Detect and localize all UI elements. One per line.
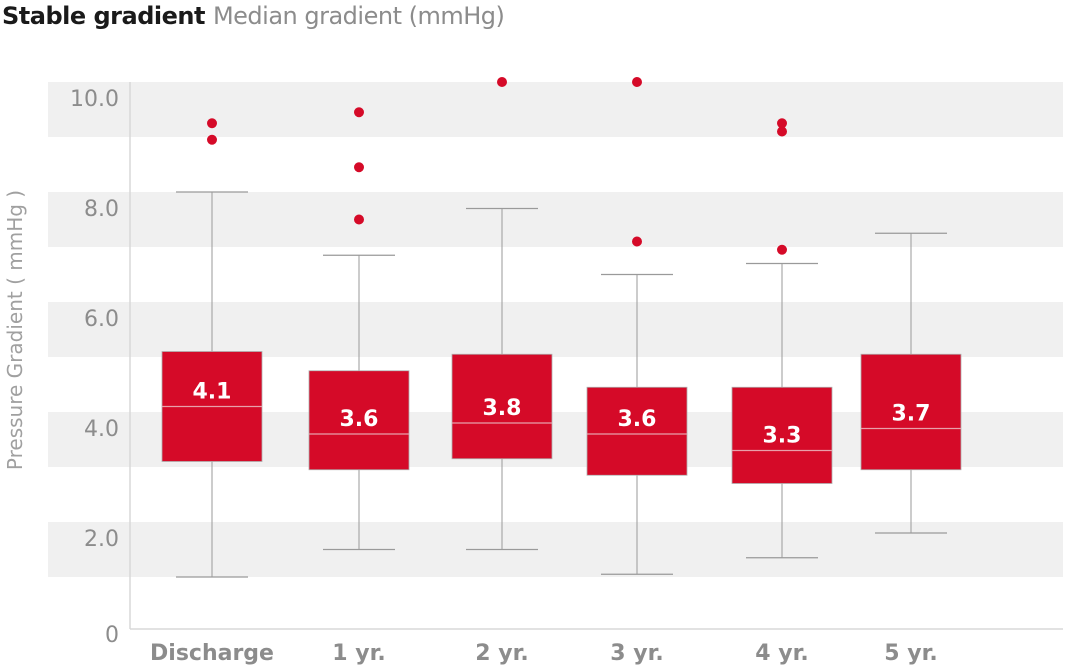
x-tick-label: 1 yr. bbox=[332, 641, 385, 666]
outlier-point bbox=[354, 162, 364, 173]
grid-band bbox=[48, 192, 1063, 247]
box bbox=[731, 386, 833, 484]
y-tick-label: 2.0 bbox=[84, 527, 119, 552]
outlier-point bbox=[777, 118, 787, 129]
grid-band bbox=[48, 522, 1063, 577]
chart-title: Stable gradient bbox=[2, 2, 205, 30]
x-tick-label: 3 yr. bbox=[610, 641, 663, 666]
box bbox=[308, 370, 410, 471]
box bbox=[586, 386, 688, 476]
outlier-point bbox=[497, 77, 507, 87]
median-label: 3.8 bbox=[483, 396, 522, 421]
x-tick-label: 5 yr. bbox=[884, 641, 937, 666]
box bbox=[860, 353, 962, 471]
grid-band bbox=[48, 82, 1063, 137]
x-tick-label: 4 yr. bbox=[755, 641, 808, 666]
y-tick-label: 8.0 bbox=[84, 197, 119, 222]
outlier-point bbox=[777, 244, 787, 255]
grid-band bbox=[48, 302, 1063, 357]
y-tick-label: 4.0 bbox=[84, 417, 119, 442]
outlier-point bbox=[207, 134, 217, 145]
median-label: 3.3 bbox=[763, 424, 802, 449]
outlier-point bbox=[354, 107, 364, 118]
outlier-point bbox=[632, 236, 642, 247]
median-label: 3.6 bbox=[618, 407, 657, 432]
y-axis-label: Pressure Gradient ( mmHg ) bbox=[3, 190, 27, 470]
median-label: 4.1 bbox=[193, 380, 232, 405]
y-tick-label: 10.0 bbox=[70, 87, 119, 112]
outlier-point bbox=[777, 126, 787, 137]
median-label: 3.6 bbox=[340, 407, 379, 432]
chart-title-block: Stable gradient Median gradient (mmHg) bbox=[2, 2, 505, 30]
outlier-point bbox=[632, 77, 642, 87]
y-tick-label: 6.0 bbox=[84, 307, 119, 332]
x-tick-label: Discharge bbox=[150, 641, 274, 666]
y-tick-label: 0 bbox=[105, 623, 119, 648]
median-label: 3.7 bbox=[892, 402, 931, 427]
outlier-point bbox=[354, 214, 364, 225]
x-tick-label: 2 yr. bbox=[475, 641, 528, 666]
outlier-point bbox=[207, 118, 217, 129]
box bbox=[451, 353, 553, 460]
chart-subtitle: Median gradient (mmHg) bbox=[212, 2, 505, 30]
